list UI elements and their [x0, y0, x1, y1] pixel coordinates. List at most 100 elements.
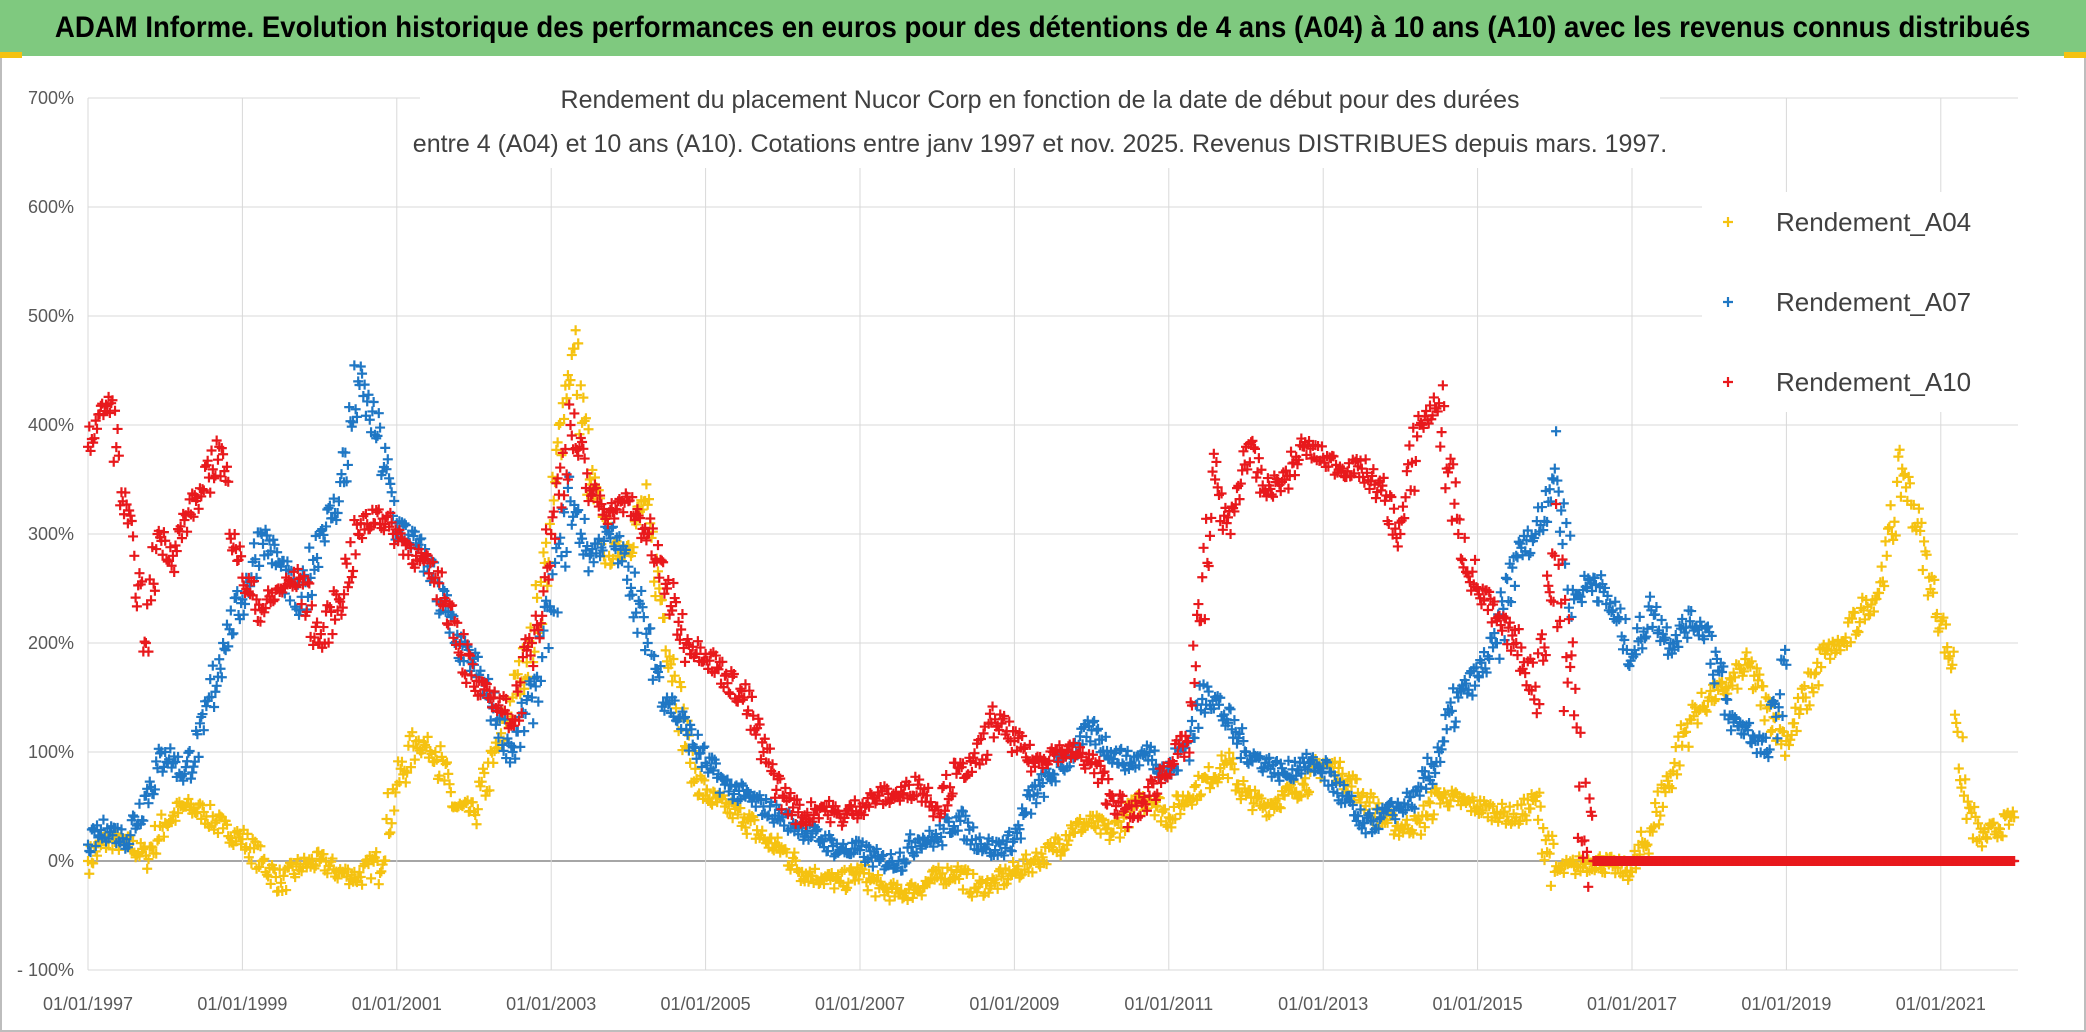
data-point	[560, 561, 571, 572]
data-point	[817, 836, 828, 847]
data-point	[1922, 590, 1933, 601]
data-point	[937, 840, 948, 851]
data-point	[221, 461, 232, 472]
data-point	[306, 590, 317, 601]
data-point	[1713, 684, 1724, 695]
data-point	[225, 533, 236, 544]
data-point	[606, 498, 617, 509]
data-point	[525, 650, 536, 661]
data-point	[717, 656, 728, 667]
data-point	[1220, 755, 1231, 766]
data-point	[239, 599, 250, 610]
data-point	[669, 695, 680, 706]
data-point	[1710, 694, 1721, 705]
data-point	[892, 879, 903, 890]
data-point	[373, 504, 384, 515]
data-point	[157, 766, 168, 777]
y-tick-label: 300%	[28, 524, 74, 544]
data-point	[1898, 470, 1909, 481]
data-point	[530, 580, 541, 591]
data-point	[583, 424, 594, 435]
data-point	[1446, 705, 1457, 716]
data-point	[510, 753, 521, 764]
data-point	[236, 551, 247, 562]
data-point	[83, 839, 93, 850]
data-point	[1436, 427, 1447, 438]
data-point	[1134, 760, 1145, 771]
data-point	[390, 787, 401, 798]
data-point	[946, 865, 957, 876]
data-point	[1538, 525, 1549, 536]
data-point	[591, 482, 602, 493]
data-point	[754, 790, 765, 801]
banner-accent-left	[0, 52, 22, 58]
data-point	[440, 759, 451, 770]
data-point	[214, 654, 225, 665]
data-point	[1089, 768, 1100, 779]
data-point	[924, 825, 935, 836]
data-point	[120, 487, 131, 498]
data-point	[1970, 811, 1981, 822]
data-point	[444, 779, 455, 790]
data-point	[1436, 744, 1447, 755]
data-point	[355, 361, 366, 372]
data-point	[1821, 643, 1832, 654]
data-point	[1729, 712, 1740, 723]
data-point	[901, 857, 912, 868]
data-point	[780, 783, 791, 794]
data-point	[439, 775, 450, 786]
data-point	[623, 561, 634, 572]
data-point	[1717, 676, 1728, 687]
data-point	[1976, 841, 1987, 852]
data-point	[990, 845, 1001, 856]
data-point	[212, 454, 223, 465]
data-point	[595, 551, 606, 562]
data-point	[183, 793, 194, 804]
x-tick-label: 01/01/2001	[352, 994, 442, 1014]
data-point	[211, 435, 222, 446]
data-point	[1037, 852, 1048, 863]
data-point	[272, 547, 283, 558]
data-point	[304, 542, 315, 553]
data-point	[196, 491, 207, 502]
data-point	[957, 884, 968, 895]
data-point	[1103, 818, 1114, 829]
data-point	[1355, 804, 1366, 815]
data-point	[772, 832, 783, 843]
data-point	[1840, 632, 1851, 643]
data-point	[206, 445, 217, 456]
data-point	[1620, 614, 1631, 625]
data-point	[444, 627, 455, 638]
data-point	[1584, 793, 1595, 804]
data-point	[1213, 699, 1224, 710]
data-point	[421, 549, 432, 560]
data-point	[937, 868, 948, 879]
data-point	[1679, 627, 1690, 638]
data-point	[310, 860, 321, 871]
data-point	[1674, 760, 1685, 771]
data-point	[216, 443, 227, 454]
data-point	[1681, 726, 1692, 737]
data-point	[471, 819, 482, 830]
data-point	[255, 616, 266, 627]
data-point	[1535, 801, 1546, 812]
data-point	[261, 869, 272, 880]
data-point	[991, 874, 1002, 885]
data-point	[90, 415, 101, 426]
data-point	[1624, 661, 1635, 672]
data-point	[698, 742, 709, 753]
data-point	[318, 529, 329, 540]
data-point	[584, 550, 595, 561]
data-point	[695, 642, 706, 653]
data-point	[1275, 758, 1286, 769]
data-point	[405, 762, 416, 773]
data-point	[1647, 826, 1658, 837]
data-point	[336, 609, 347, 620]
data-point	[1663, 775, 1674, 786]
data-point	[1008, 836, 1019, 847]
data-point	[1472, 670, 1483, 681]
data-point	[257, 855, 268, 866]
data-point	[230, 592, 241, 603]
data-point	[413, 735, 424, 746]
data-point	[1917, 565, 1928, 576]
